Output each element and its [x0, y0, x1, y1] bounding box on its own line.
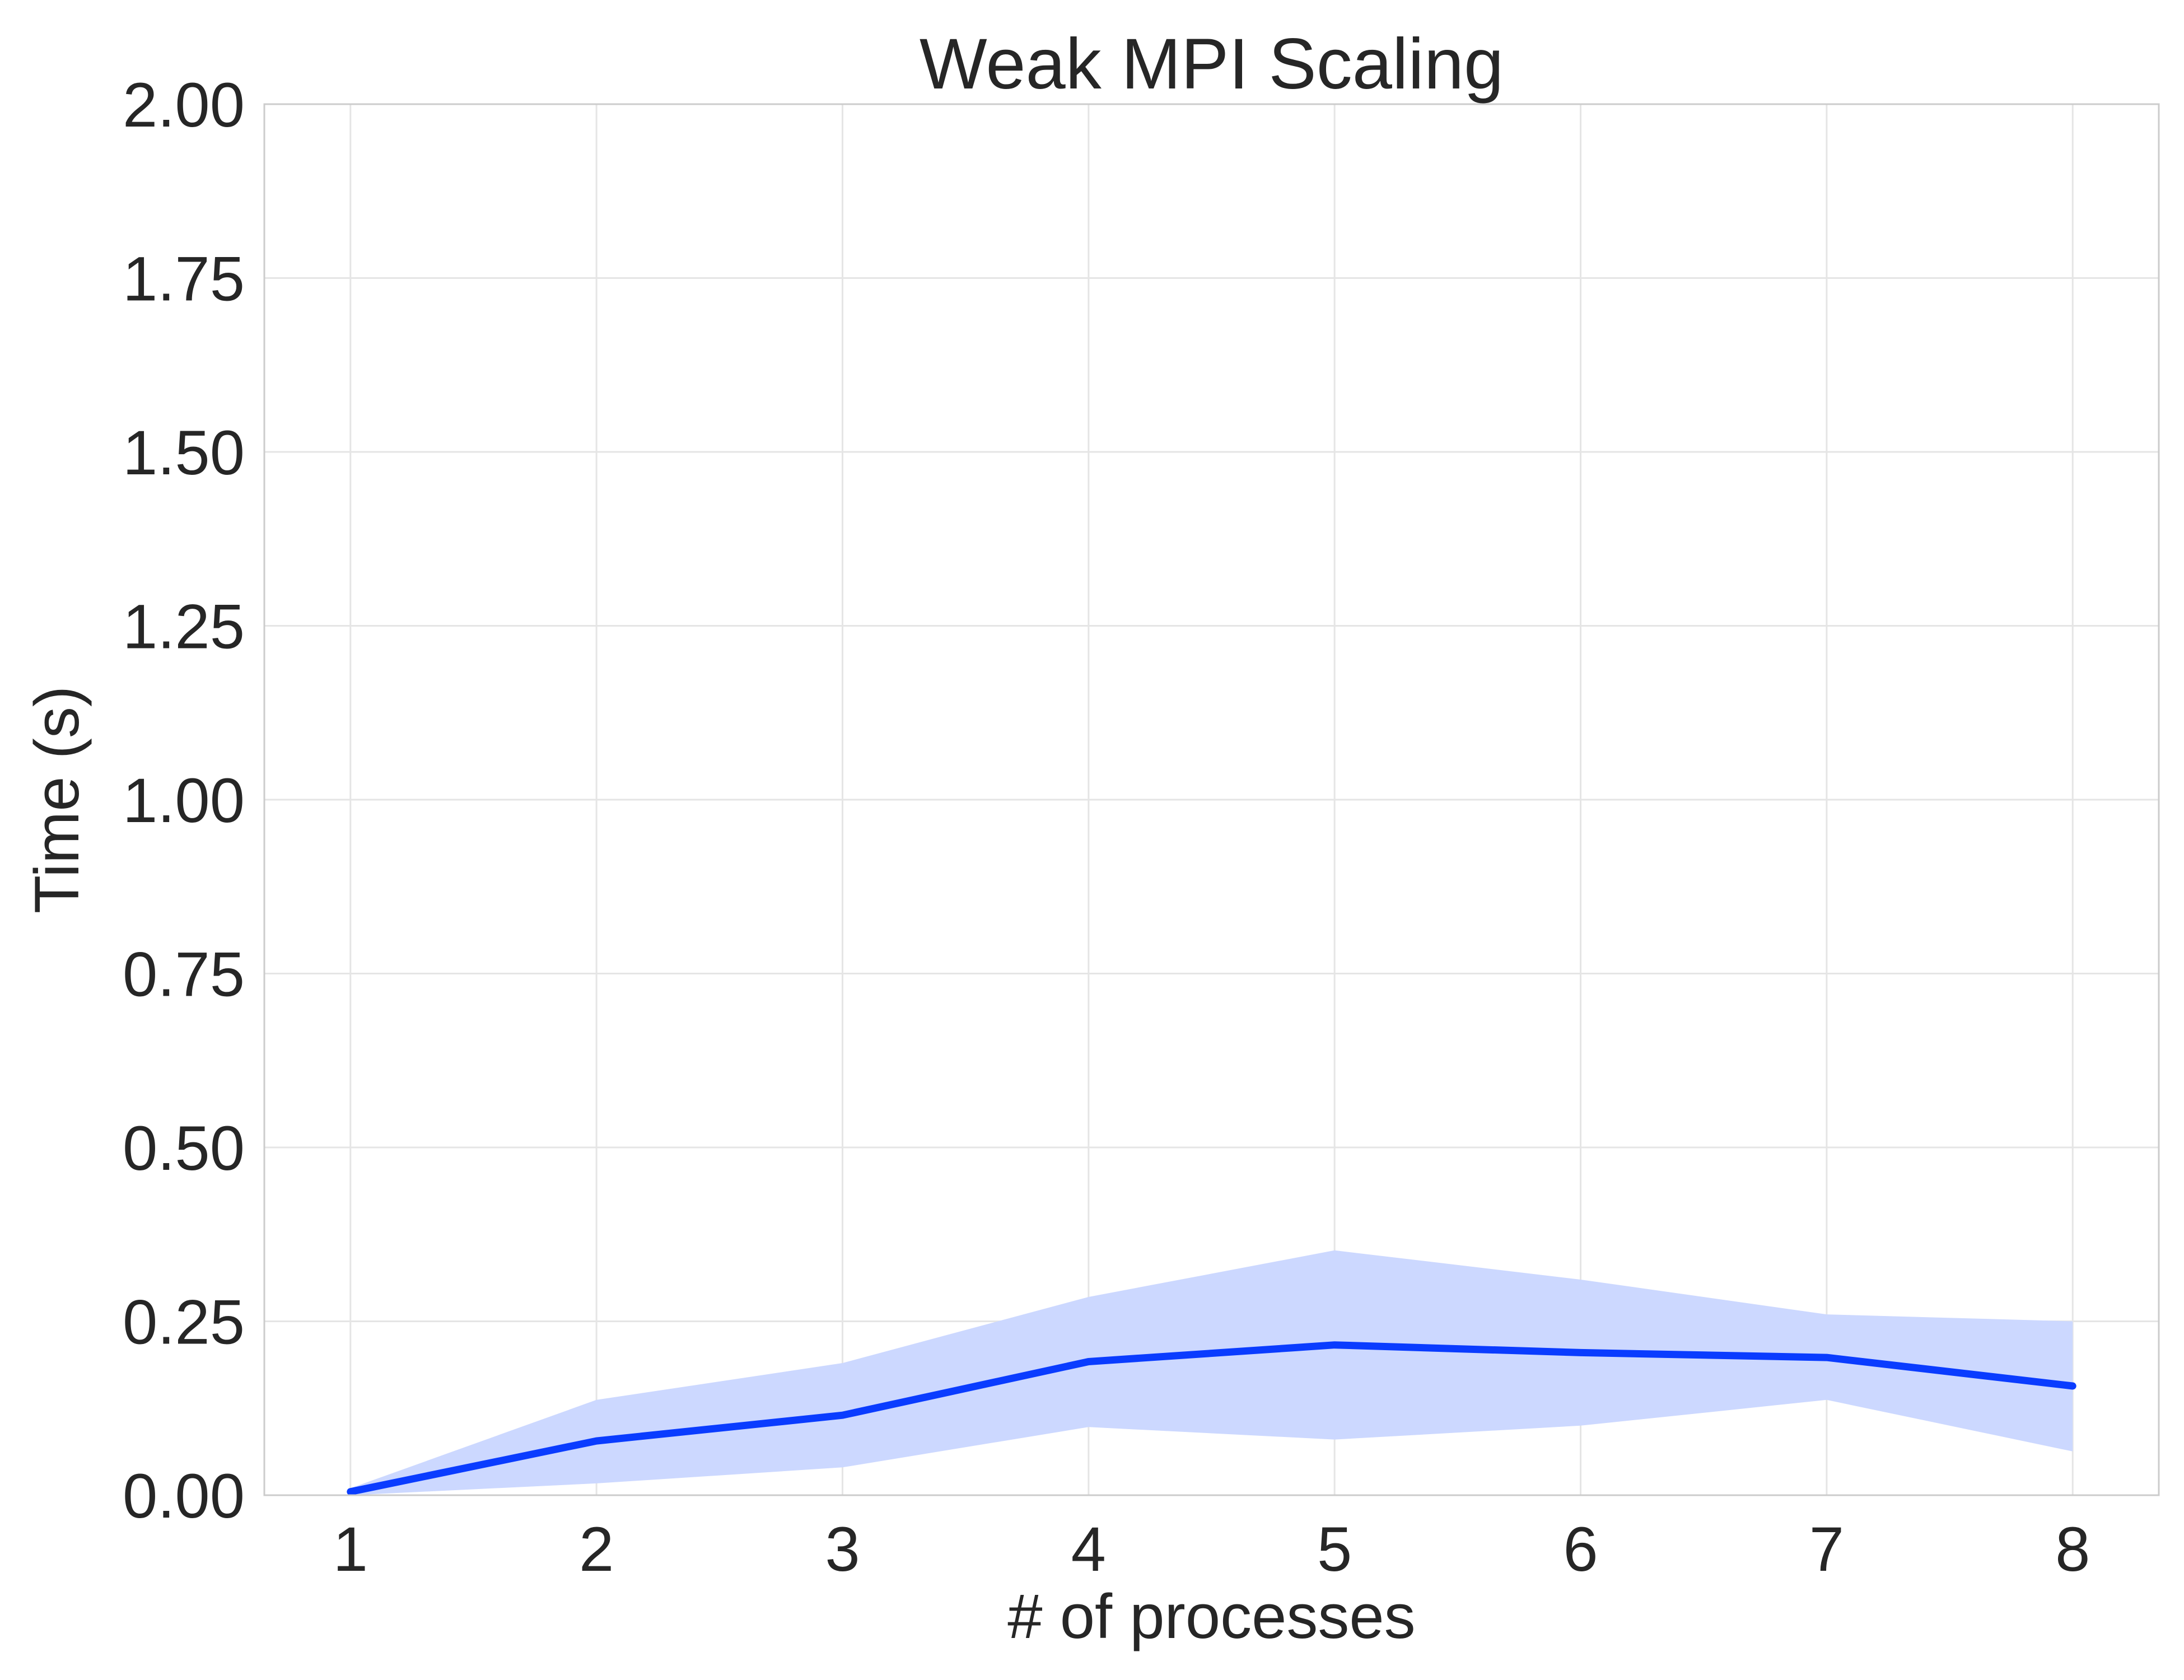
x-tick-label-8: 8 — [2055, 1514, 2090, 1584]
x-tick-label-2: 2 — [579, 1514, 614, 1584]
y-tick-label-3: 0.75 — [123, 940, 245, 1010]
y-tick-labels: 0.00 0.25 0.50 0.75 1.00 1.25 1.50 1.75 2.00 — [123, 70, 245, 1531]
y-tick-label-1: 0.25 — [123, 1287, 245, 1357]
x-tick-label-7: 7 — [1809, 1514, 1844, 1584]
y-tick-label-0: 0.00 — [123, 1461, 245, 1531]
x-tick-labels: 1 2 3 4 5 6 7 8 — [333, 1514, 2090, 1584]
y-tick-label-7: 1.75 — [123, 244, 245, 314]
x-tick-label-1: 1 — [333, 1514, 368, 1584]
series-line-layer — [347, 1341, 2076, 1496]
y-tick-label-6: 1.50 — [123, 418, 245, 488]
y-tick-label-2: 0.50 — [123, 1113, 245, 1183]
y-tick-label-8: 2.00 — [123, 70, 245, 140]
chart-title: Weak MPI Scaling — [920, 24, 1504, 104]
x-tick-label-5: 5 — [1317, 1514, 1352, 1584]
x-tick-label-4: 4 — [1071, 1514, 1106, 1584]
x-axis-label: # of processes — [1007, 1581, 1415, 1651]
confidence-band — [350, 1250, 2073, 1495]
plot-frame — [263, 103, 2160, 1496]
y-tick-label-4: 1.00 — [123, 766, 245, 836]
confidence-band-layer — [350, 1250, 2073, 1495]
x-tick-label-6: 6 — [1563, 1514, 1598, 1584]
x-tick-label-3: 3 — [825, 1514, 860, 1584]
y-axis-label: Time (s) — [22, 686, 92, 913]
y-tick-label-5: 1.25 — [123, 592, 245, 662]
series-line — [347, 1341, 2076, 1496]
